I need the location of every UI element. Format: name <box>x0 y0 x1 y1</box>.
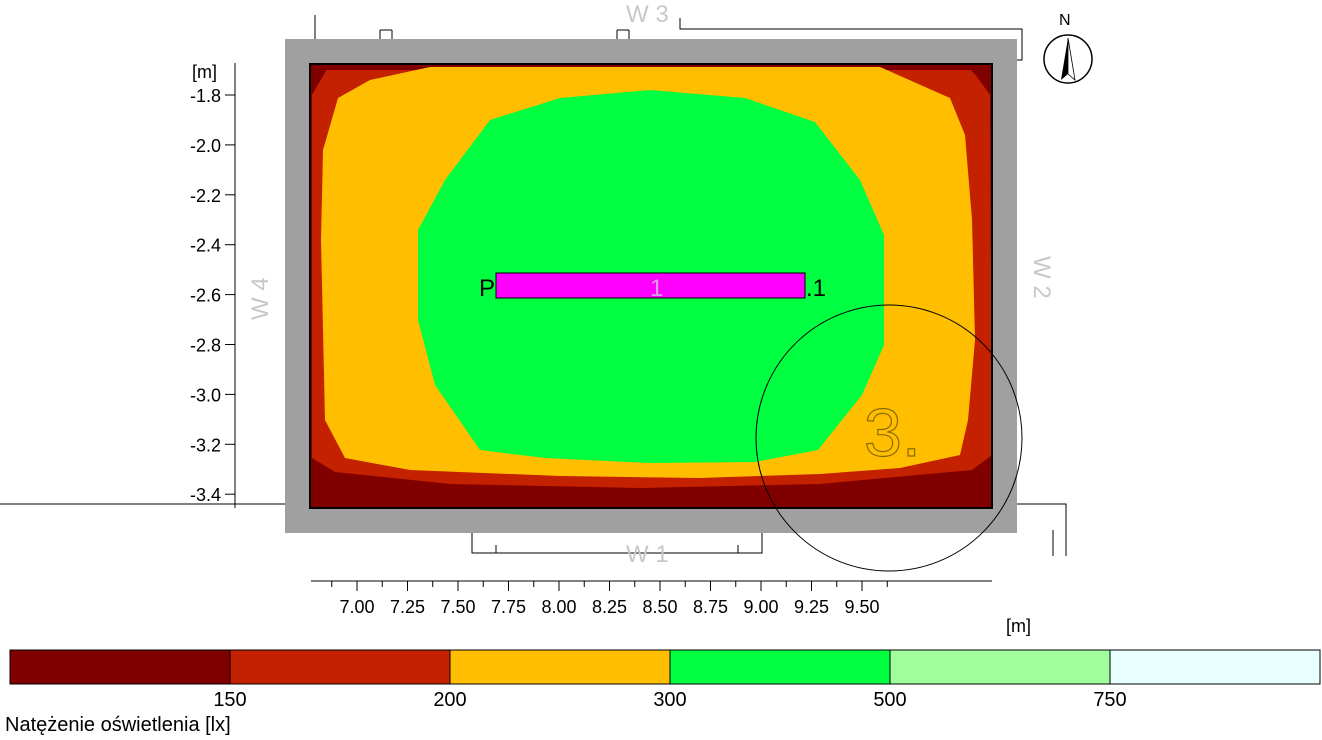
legend-swatch <box>9 649 231 685</box>
y-tick-label: -2.8 <box>190 336 221 356</box>
legend-title: Natężenie oświetlenia [lx] <box>5 714 231 736</box>
y-tick-label: -1.8 <box>190 86 221 106</box>
x-tick-label: 9.25 <box>794 597 829 617</box>
x-tick-label: 9.50 <box>844 597 879 617</box>
legend-threshold-label: 200 <box>433 689 467 711</box>
room-outline <box>309 63 993 509</box>
legend-swatch <box>229 649 451 685</box>
y-tick-label: -2.4 <box>190 236 221 256</box>
x-tick-label: 8.00 <box>541 597 576 617</box>
contour-corner-nw <box>310 64 330 95</box>
legend-color-scale <box>9 649 1321 685</box>
luminaire-label-right: .1 <box>806 275 826 302</box>
x-axis-unit: [m] <box>1006 616 1031 636</box>
x-tick-label: 8.25 <box>592 597 627 617</box>
luminaire-label-left: P <box>479 275 495 302</box>
x-tick-label: 7.75 <box>491 597 526 617</box>
north-label: N <box>1059 12 1071 29</box>
legend-swatch <box>669 649 891 685</box>
room-marker-circle <box>755 304 1023 572</box>
x-tick-label: 7.50 <box>440 597 475 617</box>
luminaire <box>495 272 806 299</box>
y-tick-label: -2.0 <box>190 136 221 156</box>
legend-threshold-label: 300 <box>653 689 687 711</box>
legend-swatch <box>449 649 671 685</box>
y-tick-label: -3.4 <box>190 485 221 505</box>
x-tick-label: 9.00 <box>743 597 778 617</box>
y-tick-label: -3.2 <box>190 435 221 455</box>
wall-label-w1: W 1 <box>626 541 669 568</box>
y-tick-label: -3.0 <box>190 385 221 405</box>
y-axis: [m] -1.8 -2.0 -2.2 -2.4 -2.6 -2.8 -3.0 -3.2 -3.4 <box>190 62 236 508</box>
y-tick-label: -2.2 <box>190 186 221 206</box>
y-tick-label: -2.6 <box>190 286 221 306</box>
wall-label-w4: W 4 <box>247 277 274 320</box>
luminaire-label-mid: 1 <box>650 275 663 302</box>
legend-threshold-label: 500 <box>873 689 907 711</box>
wall-label-w2: W 2 <box>1028 256 1055 299</box>
y-axis-unit: [m] <box>192 62 217 82</box>
x-tick-label: 8.50 <box>642 597 677 617</box>
x-tick-label: 7.00 <box>339 597 374 617</box>
x-tick-label: 7.25 <box>390 597 425 617</box>
room-number: 3. <box>864 395 921 471</box>
legend-swatch <box>1109 649 1321 685</box>
x-axis: [m] 7.00 7.25 7.50 7.75 8.00 8.25 8.50 8.75 9.00… <box>311 580 1031 636</box>
x-tick-label: 8.75 <box>693 597 728 617</box>
legend-threshold-label: 750 <box>1093 689 1127 711</box>
legend-threshold-label: 150 <box>213 689 247 711</box>
legend-swatch <box>889 649 1111 685</box>
contour-corner-ne <box>965 64 992 92</box>
north-arrow-icon <box>1043 34 1093 84</box>
wall-label-w3: W 3 <box>626 1 669 28</box>
